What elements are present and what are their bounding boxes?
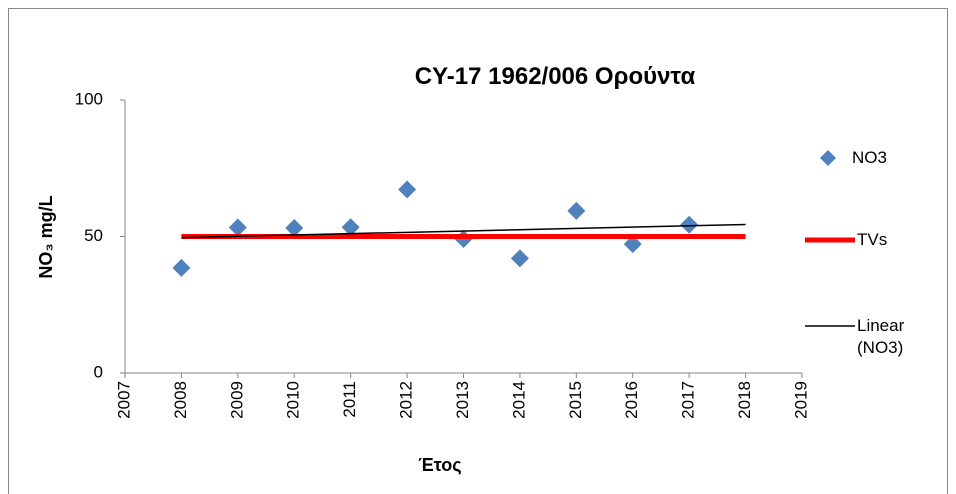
marker [623, 235, 642, 254]
legend-marker [820, 150, 836, 166]
marker [510, 249, 529, 268]
legend-label: Linear (NO3) [857, 316, 905, 357]
chart-title: CY-17 1962/006 Ορούντα [415, 63, 696, 90]
y-tick-label: 0 [94, 362, 103, 381]
x-tick-label: 2010 [284, 381, 303, 419]
marker [228, 218, 247, 237]
marker [172, 258, 191, 277]
x-tick-label: 2008 [171, 381, 190, 419]
x-tick-label: 2017 [679, 381, 698, 419]
y-axis-label: NO₃ mg/L [36, 195, 56, 278]
x-tick-label: 2015 [566, 381, 585, 419]
x-axis-label: Έτος [418, 455, 461, 475]
x-tick-label: 2011 [340, 381, 359, 418]
marker [285, 219, 304, 238]
marker [341, 218, 360, 237]
x-tick-label: 2007 [114, 381, 133, 419]
marker [398, 180, 417, 199]
line [181, 223, 746, 239]
x-tick-label: 2019 [791, 381, 810, 419]
legend-label: TVs [857, 230, 888, 249]
x-tick-label: 2012 [397, 381, 416, 419]
marker [680, 215, 699, 234]
y-tick-label: 100 [75, 89, 103, 108]
x-tick-label: 2009 [227, 381, 246, 419]
x-tick-label: 2014 [509, 381, 528, 419]
chart-border [8, 8, 948, 494]
x-tick-label: 2013 [453, 381, 472, 419]
y-tick-label: 50 [84, 226, 103, 245]
marker [567, 201, 586, 220]
x-tick-label: 2016 [622, 381, 641, 419]
legend-label: NO3 [852, 148, 887, 167]
x-tick-label: 2018 [735, 381, 754, 419]
